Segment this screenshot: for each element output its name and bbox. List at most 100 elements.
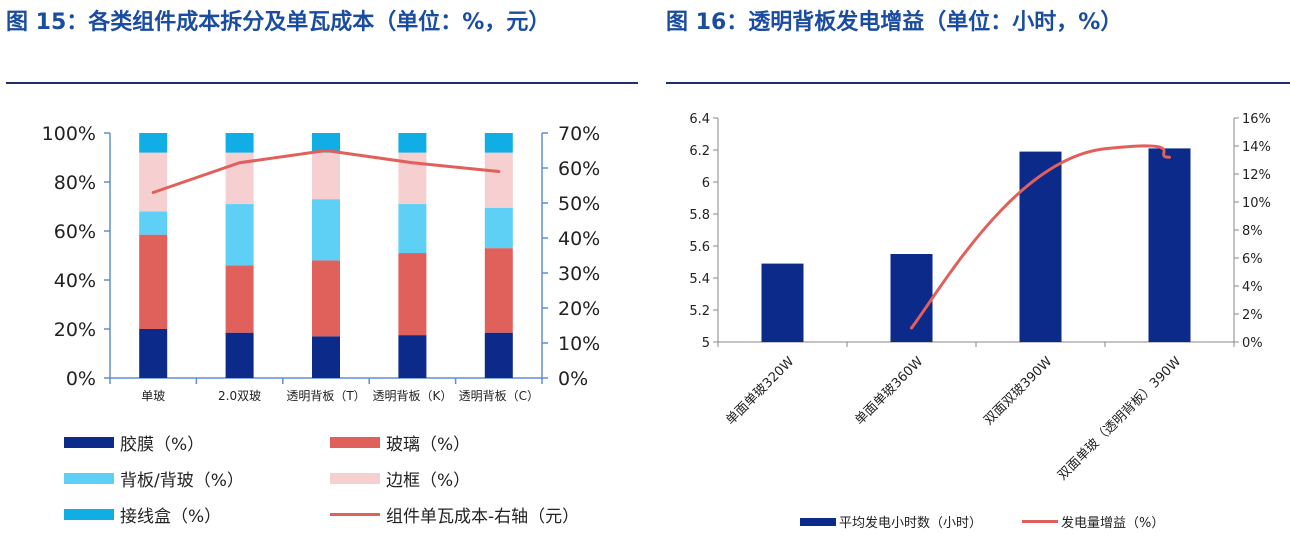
figure-15-title: 图 15：各类组件成本拆分及单瓦成本（单位：%，元） xyxy=(6,10,551,35)
legend-item: 组件单瓦成本-右轴（元） xyxy=(330,502,579,527)
bar-segment xyxy=(312,336,340,378)
legend-item: 背板/背玻（%） xyxy=(64,466,244,491)
left-tick-label: 5 xyxy=(702,336,710,351)
left-tick-label: 80% xyxy=(54,172,96,194)
right-tick-label: 60% xyxy=(558,158,600,180)
left-tick-label: 6 xyxy=(702,176,710,191)
legend-swatch xyxy=(64,437,114,448)
x-category-label: 单面单玻320W xyxy=(723,354,797,428)
x-category-label: 双面双玻390W xyxy=(981,354,1055,428)
x-category-label: 单面单玻360W xyxy=(852,354,926,428)
legend-line-swatch xyxy=(1022,520,1058,523)
legend-label: 组件单瓦成本-右轴（元） xyxy=(386,507,580,527)
right-tick-label: 12% xyxy=(1242,168,1271,183)
legend-label: 边框（%） xyxy=(386,471,471,491)
legend-swatch xyxy=(64,509,114,520)
left-tick-label: 0% xyxy=(66,368,96,390)
left-tick-label: 20% xyxy=(54,319,96,341)
right-tick-label: 20% xyxy=(558,298,600,320)
figure-16-panel: 图 16：透明背板发电增益（单位：小时，%） 5 5.2 5.4 5.6 5.8 6 6.2… xyxy=(660,0,1290,543)
right-tick-label: 10% xyxy=(1242,196,1271,211)
cost-line-point xyxy=(151,191,155,194)
right-tick-label: 4% xyxy=(1242,280,1263,295)
right-tick-label: 50% xyxy=(558,193,600,215)
legend-label: 发电量增益（%） xyxy=(1061,516,1165,531)
legend-item: 边框（%） xyxy=(330,466,470,491)
right-tick-label: 30% xyxy=(558,263,600,285)
left-tick-label: 100% xyxy=(42,123,96,145)
figure-15-chart: 0% 20% 40% 60% 80% 100% 0% 10% 20% 30% 40% 50% 60% 70… xyxy=(42,123,601,403)
legend-label: 接线盒（%） xyxy=(120,507,222,527)
cost-line-point xyxy=(410,161,414,165)
left-tick-label: 6.4 xyxy=(689,112,710,127)
bar-segment xyxy=(139,329,168,378)
legend-label: 玻璃（%） xyxy=(386,435,471,455)
legend-line-swatch xyxy=(330,513,380,516)
legend-label: 背板/背玻（%） xyxy=(120,471,244,491)
bar-segment xyxy=(484,133,513,153)
hours-bar xyxy=(1148,148,1191,342)
left-tick-label: 40% xyxy=(54,270,96,292)
left-tick-label: 5.2 xyxy=(689,304,710,319)
legend-item: 胶膜（%） xyxy=(64,430,204,455)
x-category-label: 单玻 xyxy=(141,389,165,403)
bar-segment xyxy=(312,260,340,337)
legend-swatch xyxy=(64,473,114,484)
left-tick-label: 60% xyxy=(54,221,96,243)
right-tick-label: 16% xyxy=(1242,112,1271,127)
x-category-label: 透明背板（C） xyxy=(459,389,539,403)
right-tick-label: 40% xyxy=(558,228,600,250)
left-tick-label: 5.6 xyxy=(689,240,710,255)
gain-line-point xyxy=(1103,147,1107,151)
figure-16-chart: 5 5.2 5.4 5.6 5.8 6 6.2 6.4 0% 2% 4% 6% 8% 10% 12% 14% 1… xyxy=(689,112,1271,483)
right-tick-label: 6% xyxy=(1242,252,1263,267)
x-category-label: 透明背板（T） xyxy=(286,389,365,403)
bar-segment xyxy=(312,133,340,153)
bar-segment xyxy=(398,335,427,378)
hours-bar xyxy=(1019,151,1062,342)
legend-swatch xyxy=(330,437,380,448)
bar-segment xyxy=(484,207,513,249)
bar-segment xyxy=(484,332,513,378)
gain-line-point xyxy=(910,326,913,330)
bar-segment xyxy=(139,234,168,329)
legend-label: 平均发电小时数（小时） xyxy=(839,516,983,531)
bar-segment xyxy=(139,152,168,212)
right-tick-label: 70% xyxy=(558,123,600,145)
bar-segment xyxy=(312,199,340,261)
cost-line-point xyxy=(238,161,242,165)
gain-line xyxy=(910,144,1170,329)
bar-segment xyxy=(225,204,254,266)
right-tick-label: 8% xyxy=(1242,224,1263,239)
legend-swatch xyxy=(800,517,836,526)
figure-16-title: 图 16：透明背板发电增益（单位：小时，%） xyxy=(666,10,1123,35)
right-tick-label: 2% xyxy=(1242,308,1263,323)
x-category-label: 双面单玻（透明背板）390W xyxy=(1055,354,1184,483)
bar-segment xyxy=(484,152,513,208)
legend-item: 接线盒（%） xyxy=(64,502,221,527)
bar-segment xyxy=(312,152,340,200)
legend-swatch xyxy=(330,473,380,484)
legend-item: 玻璃（%） xyxy=(330,430,470,455)
legend-item: 发电量增益（%） xyxy=(1022,512,1164,531)
bar-segment xyxy=(225,332,254,378)
legend-item: 平均发电小时数（小时） xyxy=(800,512,982,531)
legend-label: 胶膜（%） xyxy=(120,435,205,455)
x-category-label: 透明背板（K） xyxy=(372,389,452,403)
bar-segment xyxy=(398,253,427,336)
x-category-label: 2.0双玻 xyxy=(218,389,261,403)
cost-line-point xyxy=(324,149,328,152)
right-tick-label: 10% xyxy=(558,333,600,355)
bar-segment xyxy=(139,211,168,235)
bar-segment xyxy=(225,133,254,153)
gain-line-point xyxy=(1168,155,1171,159)
right-tick-label: 14% xyxy=(1242,140,1271,155)
bar-segment xyxy=(398,133,427,153)
right-tick-label: 0% xyxy=(558,368,588,390)
hours-bar xyxy=(761,263,804,342)
left-tick-label: 6.2 xyxy=(689,144,710,159)
left-tick-label: 5.8 xyxy=(689,208,710,223)
bar-segment xyxy=(139,133,168,153)
figure-15-panel: 图 15：各类组件成本拆分及单瓦成本（单位：%，元） 0% 20% 40% 60% 80… xyxy=(0,0,640,543)
left-tick-label: 5.4 xyxy=(689,272,710,287)
